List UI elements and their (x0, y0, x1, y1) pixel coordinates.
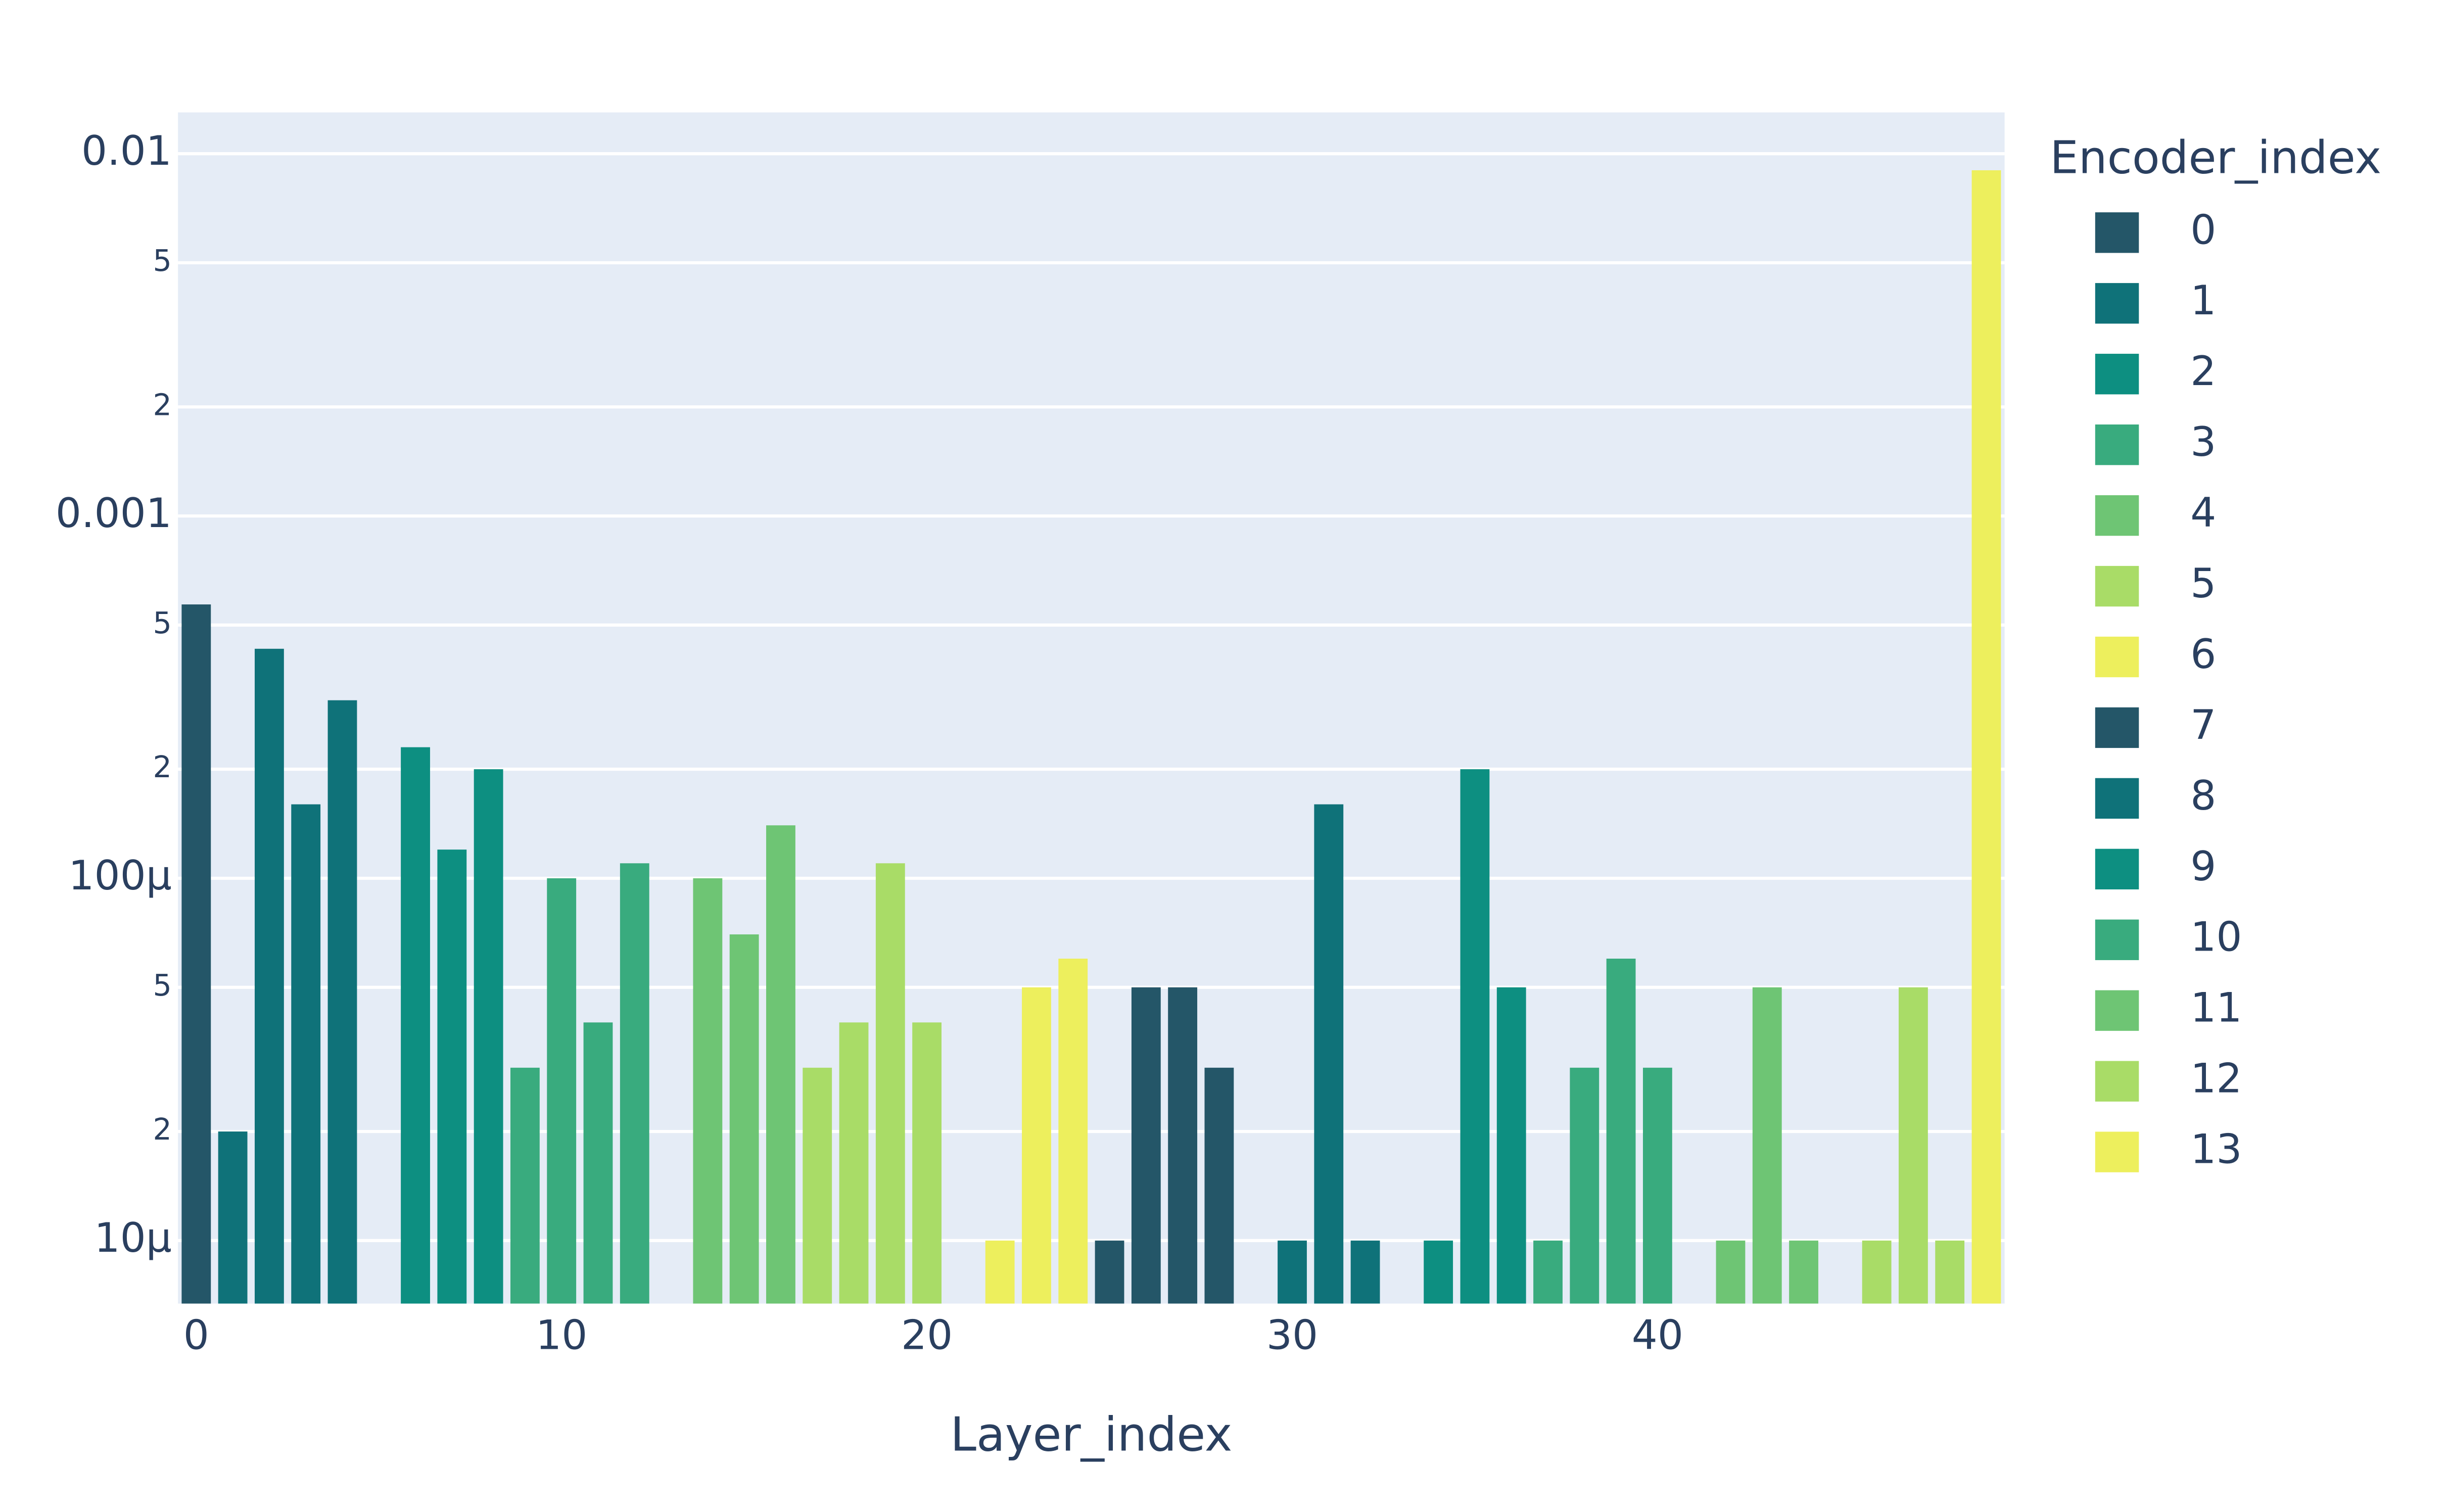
bar (510, 1067, 540, 1304)
bar (583, 1022, 613, 1304)
legend-label: 1 (2190, 276, 2216, 324)
legend-swatch (2095, 1061, 2139, 1102)
y-tick-label: 2 (153, 750, 171, 784)
legend-swatch (2095, 636, 2139, 678)
bar (1789, 1240, 1818, 1304)
legend-swatch (2095, 848, 2139, 889)
legend-swatch (2095, 1131, 2139, 1172)
bar (1058, 959, 1088, 1304)
x-tick-label: 20 (901, 1311, 953, 1359)
legend-swatch (2095, 495, 2139, 536)
legend-label: 9 (2190, 842, 2216, 890)
bar (327, 700, 357, 1304)
legend-label: 5 (2190, 559, 2216, 607)
bar (985, 1240, 1015, 1304)
legend-swatch (2095, 565, 2139, 607)
bar (1971, 170, 2001, 1304)
bar (620, 863, 649, 1304)
bar (875, 863, 905, 1304)
bar (181, 604, 211, 1304)
bar (1752, 987, 1782, 1304)
bar (1935, 1240, 1965, 1304)
legend-label: 6 (2190, 630, 2216, 678)
bar (1095, 1240, 1124, 1304)
bar (1606, 959, 1636, 1304)
legend-swatch (2095, 778, 2139, 819)
legend-label: 10 (2190, 913, 2242, 961)
legend-swatch (2095, 919, 2139, 960)
bar (401, 747, 430, 1304)
legend-label: 3 (2190, 418, 2216, 465)
bar (1350, 1240, 1380, 1304)
bar (693, 878, 723, 1304)
bar (729, 934, 759, 1304)
x-tick-label: 40 (1632, 1311, 1683, 1359)
bar (474, 769, 503, 1304)
bar (1496, 987, 1526, 1304)
legend-swatch (2095, 990, 2139, 1031)
x-axis-title: Layer_index (950, 1407, 1232, 1462)
legend-label: 12 (2190, 1055, 2242, 1102)
legend-label: 13 (2190, 1125, 2242, 1173)
bar (291, 804, 321, 1304)
y-tick-label: 5 (153, 968, 171, 1003)
bars (181, 170, 2001, 1304)
bar (1022, 987, 1051, 1304)
bar (1314, 804, 1344, 1304)
legend-swatch (2095, 283, 2139, 324)
bar (547, 878, 577, 1304)
legend-swatch (2095, 354, 2139, 395)
y-tick-label: 2 (153, 388, 171, 422)
y-tick-label: 0.001 (56, 489, 172, 537)
y-tick-label: 5 (153, 606, 171, 640)
bar (437, 849, 467, 1304)
x-tick-label: 30 (1266, 1311, 1318, 1359)
x-tick-label: 10 (536, 1311, 587, 1359)
bar (1642, 1067, 1672, 1304)
bar (803, 1067, 832, 1304)
bar (1533, 1240, 1563, 1304)
bar (1424, 1240, 1453, 1304)
legend-swatch (2095, 424, 2139, 465)
legend-swatch (2095, 707, 2139, 748)
bar (1204, 1067, 1234, 1304)
bar (1570, 1067, 1599, 1304)
y-tick-label: 100µ (68, 852, 171, 899)
y-tick-label: 2 (153, 1112, 171, 1147)
legend-label: 0 (2190, 206, 2216, 253)
legend-label: 11 (2190, 984, 2242, 1031)
axes: 10µ 2 5 100µ 2 5 0.001 2 5 0.01 0 10 20 30 40 (56, 127, 1683, 1358)
bar (1131, 987, 1161, 1304)
x-tick-label: 0 (183, 1311, 209, 1359)
bar (218, 1131, 248, 1304)
y-tick-label: 5 (153, 244, 171, 278)
bar (1278, 1240, 1307, 1304)
bar (1862, 1240, 1892, 1304)
bar (839, 1022, 869, 1304)
legend-label: 4 (2190, 489, 2216, 536)
y-tick-label: 10µ (95, 1214, 172, 1261)
legend-label: 2 (2190, 347, 2216, 395)
legend-label: 8 (2190, 772, 2216, 819)
bar (1168, 987, 1198, 1304)
bar (254, 648, 284, 1304)
legend-swatch (2095, 212, 2139, 253)
y-tick-label: 0.01 (81, 127, 172, 174)
bar (912, 1022, 942, 1304)
bar (1899, 987, 1928, 1304)
legend-title: Encoder_index (2050, 132, 2381, 184)
legend-label: 7 (2190, 701, 2216, 748)
bar (1460, 769, 1490, 1304)
bar (766, 825, 795, 1304)
bar (1716, 1240, 1746, 1304)
